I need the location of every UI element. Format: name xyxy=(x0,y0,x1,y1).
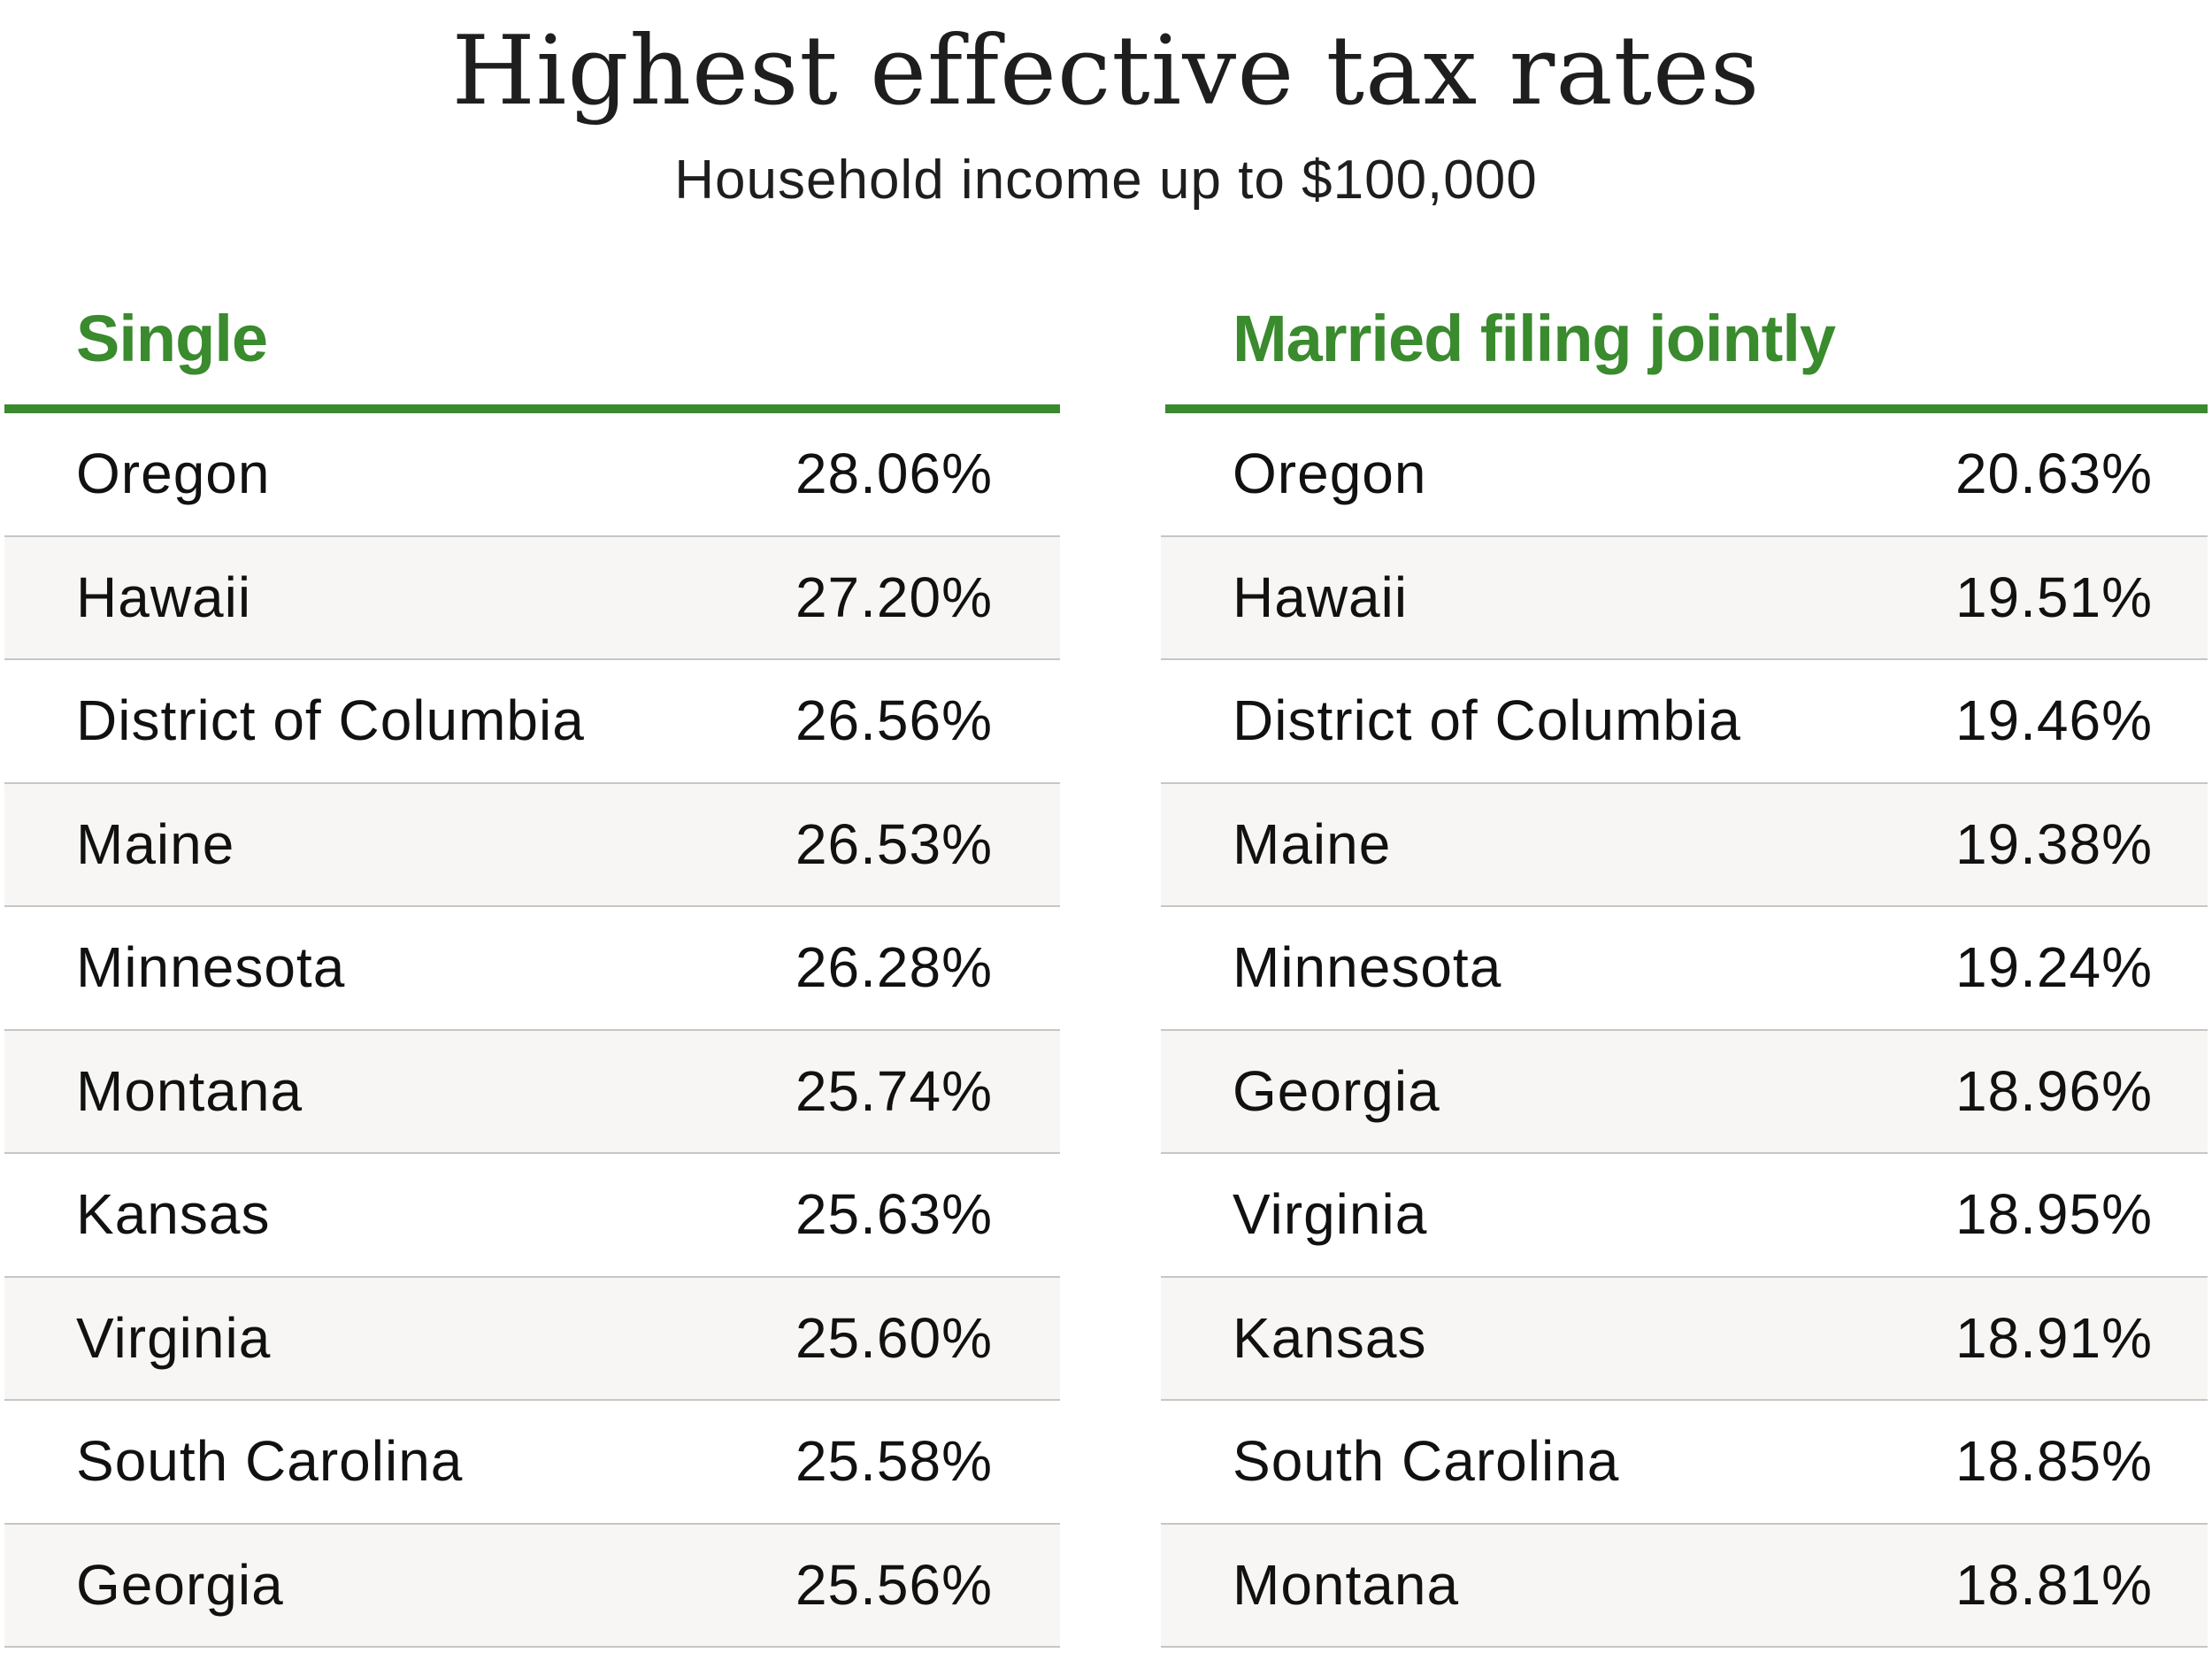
state-name: Montana xyxy=(76,1058,303,1123)
tax-rate: 19.24% xyxy=(1955,935,2153,999)
state-name: District of Columbia xyxy=(1233,688,1741,752)
state-name: Minnesota xyxy=(76,935,346,999)
state-name: Maine xyxy=(1233,811,1392,876)
table-body: Oregon 28.06% Hawaii 27.20% District of Colu… xyxy=(4,413,1060,1648)
state-name: Virginia xyxy=(76,1305,272,1370)
table-header-label: Married filing jointly xyxy=(1233,302,1836,375)
table-row: District of Columbia 19.46% xyxy=(1161,660,2208,784)
table-row: Kansas 25.63% xyxy=(4,1154,1060,1278)
table-row: District of Columbia 26.56% xyxy=(4,660,1060,784)
table-row: Georgia 25.56% xyxy=(4,1524,1060,1648)
tax-rate: 19.51% xyxy=(1955,565,2153,629)
tax-rate: 25.58% xyxy=(795,1429,993,1493)
tax-rate: 18.96% xyxy=(1955,1058,2153,1123)
tax-rate: 25.74% xyxy=(795,1058,993,1123)
table-row: Minnesota 19.24% xyxy=(1161,907,2208,1031)
tax-rate: 20.63% xyxy=(1955,442,2153,505)
table-header: Married filing jointly xyxy=(1161,292,2208,404)
state-name: District of Columbia xyxy=(76,688,585,752)
tax-rate: 18.81% xyxy=(1955,1552,2153,1617)
header-divider xyxy=(1165,404,2208,413)
tax-rate: 25.63% xyxy=(795,1182,993,1246)
header-divider xyxy=(4,404,1060,413)
state-name: South Carolina xyxy=(1233,1429,1620,1493)
tax-rate: 19.38% xyxy=(1955,811,2153,876)
tax-rate: 25.56% xyxy=(795,1552,993,1617)
table-row: Oregon 28.06% xyxy=(4,413,1060,537)
tax-rate: 25.60% xyxy=(795,1305,993,1370)
tax-rate: 26.53% xyxy=(795,811,993,876)
tax-rate: 28.06% xyxy=(795,442,993,505)
table-row: Maine 19.38% xyxy=(1161,783,2208,907)
state-name: Kansas xyxy=(76,1182,271,1246)
page-title: Highest effective tax rates xyxy=(451,16,1761,127)
state-name: Maine xyxy=(76,811,235,876)
table-row: Montana 18.81% xyxy=(1161,1524,2208,1648)
state-name: Oregon xyxy=(76,442,271,505)
table-row: Maine 26.53% xyxy=(4,783,1060,907)
state-name: Hawaii xyxy=(1233,565,1409,629)
state-name: Minnesota xyxy=(1233,935,1502,999)
married-filing-jointly-table: Married filing jointly Oregon 20.63% Hawai… xyxy=(1161,292,2208,1648)
state-name: Oregon xyxy=(1233,442,1427,505)
table-row: Montana 25.74% xyxy=(4,1030,1060,1154)
state-name: Georgia xyxy=(76,1552,284,1617)
state-name: Virginia xyxy=(1233,1182,1428,1246)
table-row: Virginia 25.60% xyxy=(4,1277,1060,1401)
table-header-label: Single xyxy=(76,302,268,375)
table-row: South Carolina 18.85% xyxy=(1161,1401,2208,1525)
table-row: Georgia 18.96% xyxy=(1161,1030,2208,1154)
state-name: Hawaii xyxy=(76,565,252,629)
tax-rate: 18.85% xyxy=(1955,1429,2153,1493)
table-row: South Carolina 25.58% xyxy=(4,1401,1060,1525)
table-row: Hawaii 19.51% xyxy=(1161,536,2208,660)
table-row: Virginia 18.95% xyxy=(1161,1154,2208,1278)
tax-rate: 18.95% xyxy=(1955,1182,2153,1246)
table-row: Oregon 20.63% xyxy=(1161,413,2208,537)
state-name: Montana xyxy=(1233,1552,1460,1617)
table-row: Kansas 18.91% xyxy=(1161,1277,2208,1401)
table-row: Minnesota 26.28% xyxy=(4,907,1060,1031)
table-header: Single xyxy=(4,292,1060,404)
single-table: Single Oregon 28.06% Hawaii 27.20% District … xyxy=(4,292,1060,1648)
state-name: Georgia xyxy=(1233,1058,1440,1123)
tax-rate: 19.46% xyxy=(1955,688,2153,752)
state-name: Kansas xyxy=(1233,1305,1427,1370)
tax-rate: 26.56% xyxy=(795,688,993,752)
table-body: Oregon 20.63% Hawaii 19.51% District of Colu… xyxy=(1161,413,2208,1648)
page-subtitle: Household income up to $100,000 xyxy=(674,150,1538,211)
tax-rate: 27.20% xyxy=(795,565,993,629)
table-row: Hawaii 27.20% xyxy=(4,536,1060,660)
tax-rate: 26.28% xyxy=(795,935,993,999)
state-name: South Carolina xyxy=(76,1429,464,1493)
tax-rate: 18.91% xyxy=(1955,1305,2153,1370)
